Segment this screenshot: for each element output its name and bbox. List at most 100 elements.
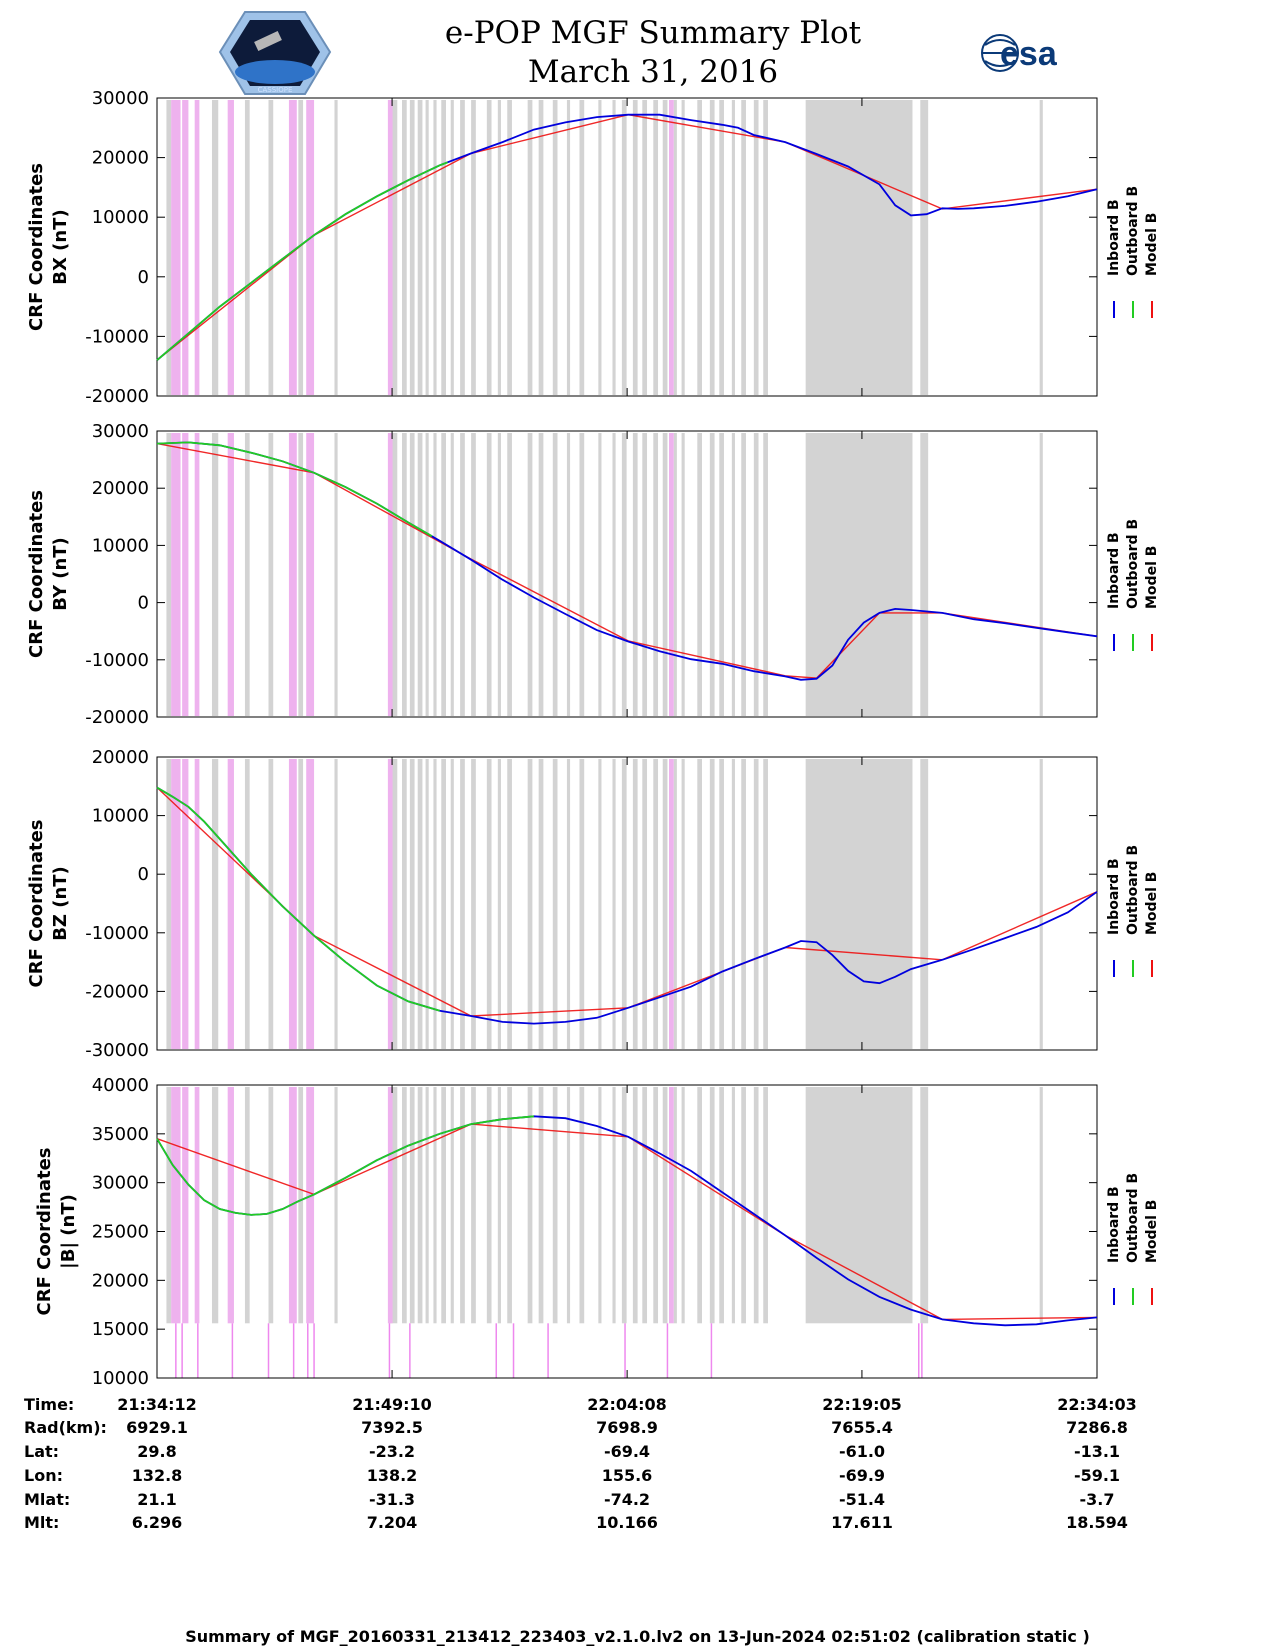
info-value: 22:04:08 [587,1395,667,1414]
legend-label: Model B [1144,1200,1160,1263]
gray-band [298,1087,304,1324]
gray-band [612,100,616,395]
pink-band [669,433,674,716]
gray-band [642,433,648,716]
gray-band [497,759,501,1049]
gray-band [268,433,274,716]
y-tick-label: 20000 [92,1270,149,1291]
pink-band [182,759,189,1049]
info-row-label: Rad(km): [24,1418,107,1437]
svg-text:esa: esa [1000,35,1058,73]
info-value: 6929.1 [126,1418,188,1437]
pink-band [194,100,200,395]
gray-band [920,100,929,395]
info-row-label: Mlt: [24,1513,60,1532]
gray-band [612,759,616,1049]
gray-band [334,759,338,1049]
panel-frame [156,756,1098,1051]
gray-band [612,433,616,716]
panel-1: 30000 20000 10000 0 -10000 -20000 CRF Coordina… [26,88,1160,407]
gray-band [402,1087,407,1324]
gray-band [681,759,685,1049]
y-tick-label: 35000 [92,1124,149,1145]
y-tick-label: -20000 [85,707,149,728]
gray-band [166,759,172,1049]
gray-band [805,759,913,1049]
gray-band [389,1087,398,1324]
y-tick-label: -20000 [85,981,149,1002]
gray-band [579,100,585,395]
gray-band [763,1087,768,1324]
gray-band [662,1087,668,1324]
y-tick-label: -10000 [85,923,149,944]
pink-band [194,1087,200,1324]
info-value: 155.6 [601,1466,653,1485]
gray-band [409,759,415,1049]
gray-band [334,100,338,395]
gray-band [389,433,398,716]
gray-band [673,433,677,716]
gray-band [497,100,501,395]
gray-band [450,100,454,395]
y-axis-label-line1: CRF Coordinates [34,1148,55,1316]
gray-band [1039,433,1043,716]
gray-band [741,1087,746,1324]
file-summary-footer: Summary of MGF_20160331_213412_223403_v2… [185,1627,1090,1646]
gray-band [441,1087,446,1324]
outboard-b-line [156,1115,534,1216]
info-value: 29.8 [137,1442,177,1461]
gray-band [763,759,768,1049]
y-tick-label: 20000 [92,478,149,499]
gray-band [653,759,659,1049]
gray-band [211,1087,219,1324]
gray-band [598,1087,602,1324]
legend-label: Outboard B [1125,519,1141,609]
panel-4: 40000 35000 30000 25000 20000 15000 10000 CRF C… [34,1075,1160,1389]
gray-band [753,1087,759,1324]
pink-band [227,433,234,716]
gray-band [632,1087,638,1324]
gray-band [486,100,492,395]
gray-band [805,1087,913,1324]
gray-band [211,433,219,716]
gray-band [662,100,668,395]
pink-band [306,759,315,1049]
gray-band [460,1087,465,1324]
pink-band [288,433,297,716]
gray-band [450,759,454,1049]
pink-band [194,759,200,1049]
gray-band [805,100,913,395]
gray-band [486,1087,492,1324]
gray-band [741,433,746,716]
gray-band [417,759,423,1049]
gray-band [731,433,735,716]
info-value: 6.296 [131,1513,183,1532]
gray-band [681,1087,685,1324]
model-b-line [156,442,1098,679]
gray-band [417,1087,423,1324]
pink-band [288,1087,297,1324]
gray-band [441,433,446,716]
gray-band [673,100,677,395]
gray-band [298,759,304,1049]
pink-band [227,100,234,395]
gray-band [566,433,571,716]
gray-band [334,1087,338,1324]
pink-band [227,759,234,1049]
y-tick-label: 20000 [92,148,149,169]
legend-label: Inboard B [1106,1186,1122,1263]
gray-band [697,433,702,716]
pink-band [306,433,315,716]
info-value: -74.2 [603,1490,651,1509]
info-value: -31.3 [368,1490,416,1509]
gray-band [621,759,627,1049]
gray-band [527,759,533,1049]
pink-band [306,1087,315,1324]
pink-band [171,1087,181,1324]
gray-band [709,1087,715,1324]
gray-band [598,100,602,395]
gray-band [579,759,585,1049]
pink-band [171,100,181,395]
legend-label: Model B [1144,546,1160,609]
